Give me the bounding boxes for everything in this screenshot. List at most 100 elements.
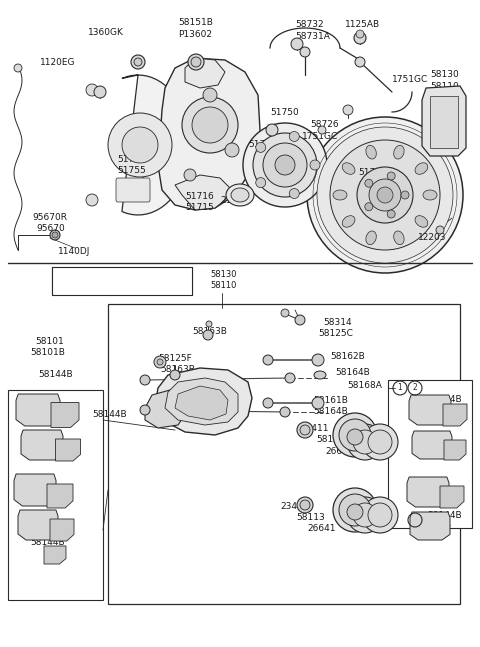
Circle shape xyxy=(256,142,266,152)
Polygon shape xyxy=(50,519,74,541)
Circle shape xyxy=(280,407,290,417)
Polygon shape xyxy=(56,439,81,461)
Circle shape xyxy=(377,187,393,203)
Circle shape xyxy=(297,422,313,438)
Text: 58113: 58113 xyxy=(296,513,325,522)
Text: 58110: 58110 xyxy=(210,281,236,290)
Text: 51712: 51712 xyxy=(358,168,386,177)
Bar xyxy=(8,390,103,600)
Text: 58144B: 58144B xyxy=(30,538,65,547)
Circle shape xyxy=(188,54,204,70)
Circle shape xyxy=(289,188,299,199)
Circle shape xyxy=(339,494,371,526)
Circle shape xyxy=(310,160,320,170)
Circle shape xyxy=(317,127,453,263)
Polygon shape xyxy=(407,477,449,507)
Polygon shape xyxy=(422,86,466,156)
Circle shape xyxy=(281,309,289,317)
Bar xyxy=(108,304,460,604)
Circle shape xyxy=(333,413,377,457)
Ellipse shape xyxy=(415,163,428,174)
Text: 51716: 51716 xyxy=(185,192,214,201)
Circle shape xyxy=(300,500,310,510)
Text: 58144B: 58144B xyxy=(92,410,127,419)
Text: 58731A: 58731A xyxy=(295,32,330,41)
Circle shape xyxy=(353,430,377,454)
Circle shape xyxy=(330,140,440,250)
Circle shape xyxy=(355,57,365,67)
Polygon shape xyxy=(410,512,450,540)
Circle shape xyxy=(312,354,324,366)
Circle shape xyxy=(291,38,303,50)
Text: 58144B: 58144B xyxy=(427,395,462,404)
Circle shape xyxy=(243,123,327,207)
Ellipse shape xyxy=(231,188,249,202)
Text: 58181: 58181 xyxy=(98,284,124,293)
Text: 58113: 58113 xyxy=(316,435,345,444)
Circle shape xyxy=(263,355,273,365)
Circle shape xyxy=(94,86,106,98)
Text: 58164B: 58164B xyxy=(335,368,370,377)
Circle shape xyxy=(368,430,392,454)
Polygon shape xyxy=(440,486,464,508)
Circle shape xyxy=(365,179,373,187)
Circle shape xyxy=(86,84,98,96)
Text: 1: 1 xyxy=(144,274,149,283)
Circle shape xyxy=(253,133,317,197)
Bar xyxy=(52,267,192,295)
Polygon shape xyxy=(175,175,230,210)
Circle shape xyxy=(182,97,238,153)
Text: 95670: 95670 xyxy=(36,224,65,233)
Circle shape xyxy=(300,425,310,435)
Circle shape xyxy=(354,32,366,44)
Polygon shape xyxy=(14,474,56,506)
Circle shape xyxy=(14,64,22,72)
Ellipse shape xyxy=(423,190,437,200)
Circle shape xyxy=(356,30,364,38)
Polygon shape xyxy=(145,390,188,428)
Ellipse shape xyxy=(394,146,404,159)
Text: 1: 1 xyxy=(397,384,402,393)
Ellipse shape xyxy=(415,215,428,227)
Polygon shape xyxy=(51,402,79,428)
Circle shape xyxy=(134,58,142,66)
Text: 1360GK: 1360GK xyxy=(88,28,124,37)
Text: 2: 2 xyxy=(413,516,418,525)
Circle shape xyxy=(266,124,278,136)
Polygon shape xyxy=(443,404,467,426)
Polygon shape xyxy=(44,546,66,564)
Circle shape xyxy=(122,127,158,163)
Circle shape xyxy=(157,359,163,365)
Circle shape xyxy=(387,210,395,218)
Circle shape xyxy=(263,398,273,408)
Text: 58163B: 58163B xyxy=(160,365,195,374)
Text: P13602: P13602 xyxy=(178,30,212,39)
Circle shape xyxy=(347,497,383,533)
Circle shape xyxy=(295,315,305,325)
Circle shape xyxy=(339,419,371,451)
Circle shape xyxy=(362,424,398,460)
Text: 58162B: 58162B xyxy=(330,352,365,361)
Circle shape xyxy=(333,488,377,532)
Ellipse shape xyxy=(314,371,326,379)
Circle shape xyxy=(192,107,228,143)
Circle shape xyxy=(436,226,444,234)
Polygon shape xyxy=(412,431,452,459)
Polygon shape xyxy=(155,368,252,435)
Ellipse shape xyxy=(366,231,376,245)
Text: 95670R: 95670R xyxy=(32,213,67,222)
Circle shape xyxy=(343,105,353,115)
Ellipse shape xyxy=(342,163,355,174)
Text: 58164B: 58164B xyxy=(313,407,348,416)
Text: NOTE: NOTE xyxy=(58,270,84,279)
Text: 51755: 51755 xyxy=(117,166,146,175)
Circle shape xyxy=(289,131,299,142)
Circle shape xyxy=(347,424,383,460)
Circle shape xyxy=(154,356,166,368)
Text: 51756: 51756 xyxy=(117,155,146,164)
Text: 58144B: 58144B xyxy=(38,370,72,379)
Circle shape xyxy=(353,503,377,527)
Circle shape xyxy=(108,113,172,177)
Text: THE NO.: THE NO. xyxy=(58,280,93,289)
Text: 58125C: 58125C xyxy=(318,329,353,338)
